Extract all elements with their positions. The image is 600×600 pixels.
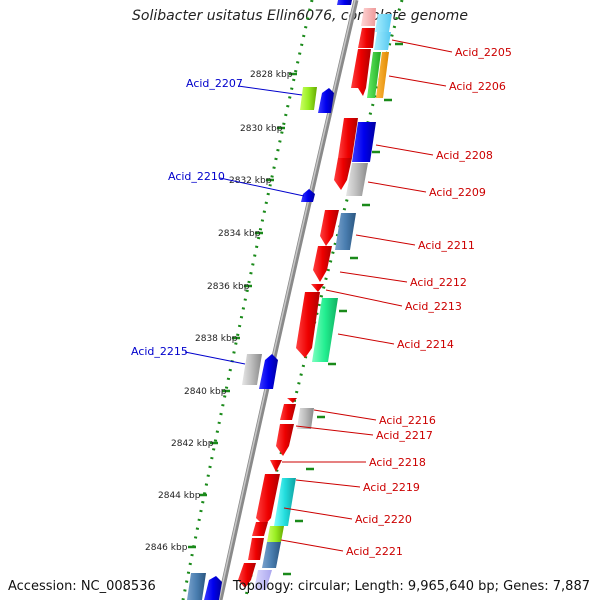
gene-label[interactable]: Acid_2219 [363,481,420,494]
gene-label[interactable]: Acid_2207 [186,77,243,90]
gene-acid-2215-a[interactable] [242,354,262,385]
tick-label: 2840 kbp [184,387,227,397]
gene-acid-2220-a[interactable] [252,522,268,536]
gene-acid-2205-b[interactable] [375,14,392,32]
gene-label[interactable]: Acid_2206 [449,80,506,93]
gene-acid-2211-b[interactable] [335,213,356,250]
gene-acid-2216-a[interactable] [287,398,297,403]
left-genes [187,0,352,600]
gene-acid-2216-b[interactable] [280,404,296,420]
gene-acid-2220-b[interactable] [267,526,284,542]
gene-label[interactable]: Acid_2211 [418,239,475,252]
gene-label[interactable]: Acid_2220 [355,513,412,526]
gene-bottom-a[interactable] [187,573,206,600]
tick-labels: 2828 kbp 2830 kbp 2832 kbp 2834 kbp 2836… [145,70,293,553]
gene-acid-2210[interactable] [301,189,315,202]
gene-acid-2216-c[interactable] [297,408,314,429]
gene-label[interactable]: Acid_2218 [369,456,426,469]
topology-text: Topology: circular; Length: 9,965,640 bp… [232,579,590,594]
gene-label[interactable]: Acid_2209 [429,186,486,199]
tick-label: 2830 kbp [240,124,283,134]
gene-acid-2212[interactable] [313,246,332,282]
gene-label[interactable]: Acid_2221 [346,545,403,558]
tick-label: 2842 kbp [171,439,214,449]
gene-acid-2207-a[interactable] [300,87,317,110]
accession-text: Accession: NC_008536 [8,579,156,594]
gene-acid-2218[interactable] [270,460,282,472]
gene-acid-2209-b[interactable] [346,163,368,196]
gene-acid-2221-a[interactable] [248,538,264,560]
gene-acid-2208-b[interactable] [352,122,376,162]
gene-bottom-d[interactable] [254,570,272,590]
outer-dotted-track [181,0,314,600]
gene-acid-2217[interactable] [276,424,294,456]
gene-acid-2205-a[interactable] [361,8,376,26]
left-leader-lines [184,85,305,365]
gene-acid-2219-a[interactable] [256,474,280,526]
right-leader-lines [280,39,453,552]
gene-label[interactable]: Acid_2213 [405,300,462,313]
gene-label[interactable]: Acid_2210 [168,170,225,183]
tick-marks [188,72,297,549]
gene-acid-2213[interactable] [311,284,324,292]
gene-acid-2219-b[interactable] [274,478,296,526]
gene-acid-2221-b[interactable] [262,542,281,568]
gene-acid-2205-top[interactable] [337,0,352,5]
gene-bottom-c[interactable] [238,563,256,588]
gene-label[interactable]: Acid_2212 [410,276,467,289]
gene-label[interactable]: Acid_2208 [436,149,493,162]
gene-label[interactable]: Acid_2205 [455,46,512,59]
tick-label: 2844 kbp [158,491,201,501]
tick-label: 2846 kbp [145,543,188,553]
gene-acid-2214-b[interactable] [312,298,338,362]
tick-label: 2828 kbp [250,70,293,80]
tick-label: 2836 kbp [207,282,250,292]
tick-label: 2834 kbp [218,229,261,239]
tick-label: 2838 kbp [195,334,238,344]
gene-acid-2209-a[interactable] [334,158,352,190]
right-gene-labels: Acid_2205 Acid_2206 Acid_2208 Acid_2209 … [346,46,512,558]
inner-tick-marks [283,42,403,576]
gene-acid-2214-a[interactable] [296,292,320,358]
left-gene-labels: Acid_2207 Acid_2210 Acid_2215 [131,77,243,358]
tick-label: 2832 kbp [229,176,272,186]
gene-acid-2207-b[interactable] [318,88,334,113]
gene-acid-2205-c[interactable] [358,28,375,48]
gene-label[interactable]: Acid_2214 [397,338,454,351]
gene-acid-2206-b[interactable] [367,52,381,98]
gene-acid-2206-a[interactable] [351,49,371,96]
gene-acid-2206-c[interactable] [376,52,389,98]
gene-bottom-b[interactable] [204,576,222,600]
gene-acid-2208-a[interactable] [338,118,358,158]
gene-label[interactable]: Acid_2216 [379,414,436,427]
right-genes [238,8,392,590]
genome-backbone [217,0,359,600]
gene-acid-2211-a[interactable] [320,210,339,246]
gene-label[interactable]: Acid_2215 [131,345,188,358]
gene-label[interactable]: Acid_2217 [376,429,433,442]
gene-acid-2215-b[interactable] [259,354,278,389]
gene-acid-2205-d[interactable] [374,32,391,50]
